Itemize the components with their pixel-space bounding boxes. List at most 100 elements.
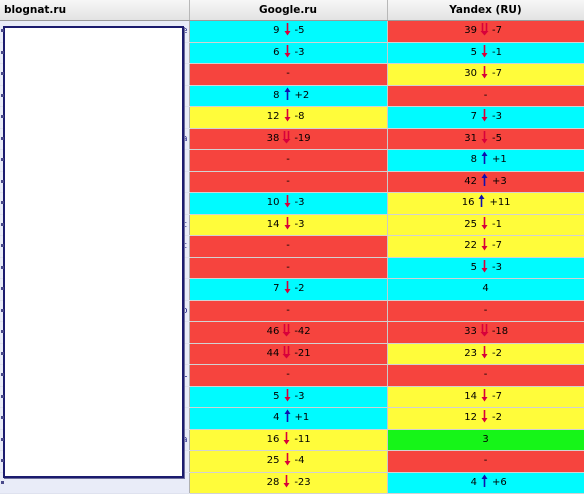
row-marker xyxy=(1,50,4,54)
google-rank-value: 8 xyxy=(273,89,280,101)
yandex-rank-change: -2 xyxy=(492,412,502,424)
yandex-rank-cell: 4 xyxy=(387,278,584,301)
arrow-down-icon xyxy=(480,345,489,359)
google-rank-value: 10 xyxy=(266,197,280,209)
double-arrow-down-icon xyxy=(282,323,291,337)
google-rank-cell: 16 -11 xyxy=(189,429,388,451)
row-marker xyxy=(1,308,4,312)
arrow-down-icon xyxy=(282,431,291,445)
google-rank-change: -23 xyxy=(294,476,311,488)
column-header-site[interactable]: blognat.ru xyxy=(0,0,190,21)
yandex-rank-cell: 7 -3 xyxy=(387,106,584,129)
row-marker xyxy=(1,265,4,269)
google-rank-cell: 5 -3 xyxy=(189,386,388,408)
row-marker xyxy=(1,179,4,183)
arrow-up-icon xyxy=(477,194,486,208)
yandex-rank-change: -5 xyxy=(492,132,502,144)
column-header-google[interactable]: Google.ru xyxy=(189,0,388,21)
row-marker xyxy=(1,72,4,75)
google-rank-cell: 25 -4 xyxy=(189,450,388,473)
row-marker xyxy=(1,330,4,333)
arrow-up-icon xyxy=(480,173,489,187)
yandex-rank-cell: - xyxy=(387,300,584,322)
column-header-yandex[interactable]: Yandex (RU) xyxy=(387,0,584,21)
google-rank-value: - xyxy=(286,175,290,187)
double-arrow-down-icon xyxy=(282,345,291,359)
arrow-down-icon xyxy=(480,237,489,251)
arrow-down-icon xyxy=(480,259,489,273)
yandex-rank-value: 3 xyxy=(482,433,489,445)
google-rank-cell: 8 +2 xyxy=(189,85,388,107)
yandex-rank-change: -2 xyxy=(492,347,502,359)
google-rank-change: +2 xyxy=(294,89,310,101)
yandex-rank-value: 22 xyxy=(464,240,477,252)
row-marker xyxy=(1,351,4,355)
google-rank-value: 25 xyxy=(266,455,280,467)
google-rank-cell: - xyxy=(189,257,388,279)
yandex-rank-value: 14 xyxy=(464,390,477,402)
row-marker xyxy=(1,244,4,247)
google-rank-cell: - xyxy=(189,149,388,172)
google-rank-change: -21 xyxy=(294,347,311,359)
row-marker xyxy=(1,93,4,97)
arrow-up-icon xyxy=(283,409,292,423)
yandex-rank-value: 5 xyxy=(470,261,477,273)
yandex-rank-change: +3 xyxy=(492,175,507,187)
row-marker xyxy=(1,416,4,419)
arrow-up-icon xyxy=(480,474,489,488)
yandex-rank-value: 4 xyxy=(482,283,489,295)
google-rank-cell: 10 -3 xyxy=(189,192,388,215)
yandex-rank-change: -7 xyxy=(492,390,502,402)
google-rank-value: 44 xyxy=(266,347,280,359)
google-rank-cell: 38 -19 xyxy=(189,128,388,150)
yandex-rank-cell: 39 -7 xyxy=(387,20,584,43)
google-rank-value: 46 xyxy=(266,326,280,338)
yandex-rank-change: -7 xyxy=(492,68,502,80)
arrow-down-icon xyxy=(480,409,489,423)
arrow-down-icon xyxy=(283,388,292,402)
yandex-rank-change: +1 xyxy=(492,154,507,166)
yandex-rank-value: 42 xyxy=(464,175,477,187)
yandex-rank-cell: 30 -7 xyxy=(387,63,584,86)
row-marker xyxy=(1,136,4,140)
google-rank-value: - xyxy=(286,240,290,252)
google-rank-change: -5 xyxy=(294,25,305,37)
keyword-fragment-text: a xyxy=(182,133,188,144)
google-rank-cell: - xyxy=(189,235,388,258)
google-rank-change: +1 xyxy=(294,412,310,424)
google-rank-change: -11 xyxy=(294,433,311,445)
yandex-rank-cell: 8 +1 xyxy=(387,149,584,172)
google-rank-value: 5 xyxy=(273,390,280,402)
google-rank-cell: 28 -23 xyxy=(189,472,388,494)
google-rank-value: - xyxy=(286,304,290,316)
yandex-rank-cell: 22 -7 xyxy=(387,235,584,258)
row-marker xyxy=(1,29,4,32)
keyword-fragment-text: e xyxy=(182,26,188,36)
row-marker xyxy=(1,437,4,441)
yandex-rank-value: 16 xyxy=(461,197,475,209)
google-rank-change: -3 xyxy=(294,218,305,230)
yandex-rank-cell: - xyxy=(387,364,584,387)
yandex-rank-value: 25 xyxy=(464,218,477,230)
google-rank-cell: - xyxy=(189,171,388,193)
arrow-down-icon xyxy=(283,108,292,122)
yandex-rank-value: 31 xyxy=(464,132,477,144)
google-rank-change: -3 xyxy=(294,197,305,209)
yandex-rank-cell: - xyxy=(387,450,584,473)
yandex-rank-value: 8 xyxy=(470,154,477,166)
yandex-rank-value: 33 xyxy=(464,326,477,338)
yandex-rank-cell: 4 +6 xyxy=(387,472,584,494)
yandex-rank-change: -3 xyxy=(492,111,502,123)
yandex-rank-change: -1 xyxy=(492,46,502,58)
google-rank-value: 28 xyxy=(266,476,280,488)
google-rank-cell: 12 -8 xyxy=(189,106,388,129)
row-marker xyxy=(1,480,4,484)
keyword-fragment-text: o xyxy=(182,305,188,316)
arrow-up-icon xyxy=(283,87,292,101)
arrow-down-icon xyxy=(283,452,292,466)
arrow-down-icon xyxy=(283,216,292,230)
double-arrow-down-icon xyxy=(480,22,489,36)
yandex-rank-cell: 33 -18 xyxy=(387,321,584,344)
yandex-rank-cell: 5 -3 xyxy=(387,257,584,279)
yandex-rank-cell: 14 -7 xyxy=(387,386,584,408)
